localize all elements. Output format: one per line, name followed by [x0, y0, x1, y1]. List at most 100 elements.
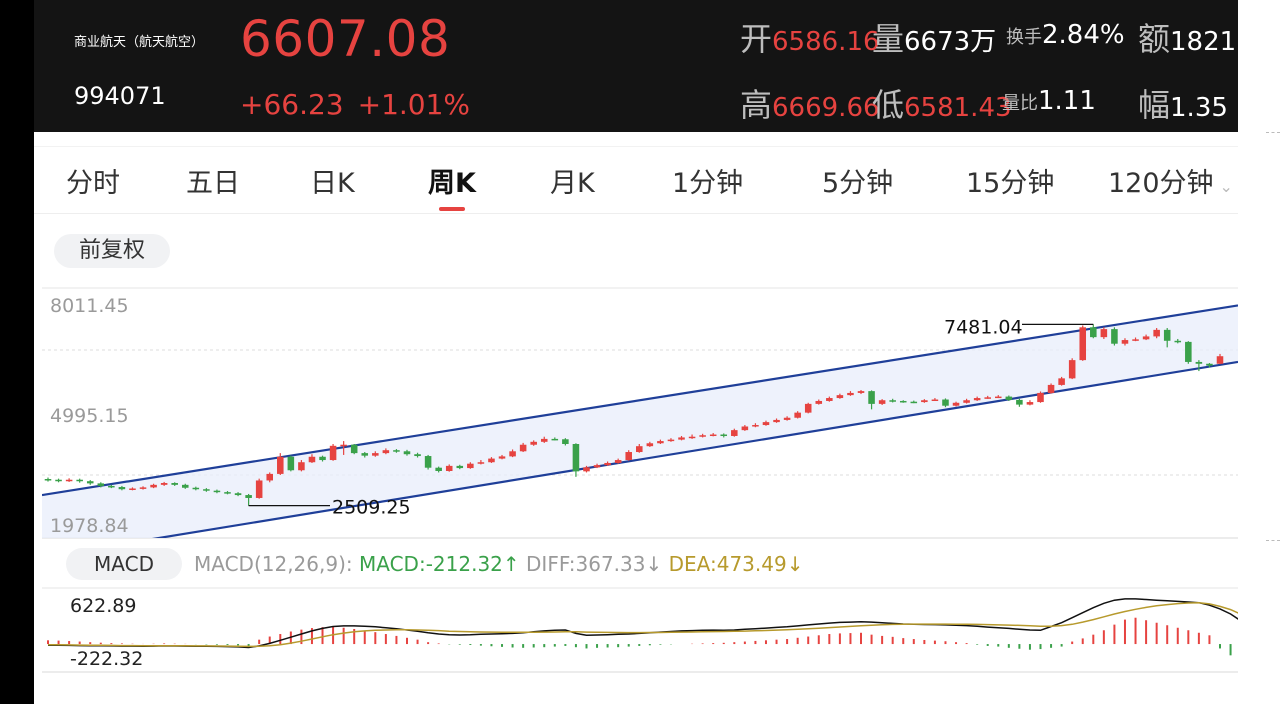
candle-body [1121, 340, 1129, 344]
tab-label: 120分钟 [1108, 168, 1214, 199]
tab-label: 月K [550, 168, 595, 199]
tab-1min[interactable]: 1分钟 [672, 161, 743, 200]
candle-body [519, 444, 527, 452]
price-axis-label: 1978.84 [50, 515, 129, 537]
candle-body [1174, 340, 1182, 343]
candle-body [572, 443, 580, 472]
candle-body [150, 484, 157, 488]
candle-body [952, 402, 960, 406]
candle-body [277, 456, 284, 474]
candle-body [372, 453, 379, 456]
vol-ratio-value: 1.11 [1038, 86, 1096, 116]
price-axis-labels: 8011.45 4995.15 1978.84 [50, 295, 129, 537]
candle-body [678, 437, 685, 440]
tab-weekly-k[interactable]: 周K [428, 161, 476, 211]
candle-body [308, 456, 316, 463]
candle-body [709, 434, 717, 437]
active-tab-indicator [438, 207, 465, 211]
candle-body [657, 441, 664, 444]
tab-120min[interactable]: 120分钟 ⌄ [1108, 161, 1233, 200]
candle-body [118, 487, 126, 490]
candle-body [181, 484, 189, 488]
vol-ratio-label: 量比 [1002, 93, 1038, 114]
candle-body [688, 436, 696, 439]
turnover-label: 换手 [1006, 27, 1042, 48]
channel-line [151, 360, 1238, 538]
amplitude-label: 幅 [1138, 86, 1171, 124]
chevron-down-icon[interactable]: ⌄ [1219, 177, 1233, 196]
candle-body [1111, 329, 1118, 344]
candle-body [1016, 399, 1023, 405]
candle-body [1195, 361, 1203, 364]
candle-body [97, 483, 105, 486]
candle-body [921, 400, 928, 403]
candle-body [857, 391, 865, 393]
stat-amount: 额1821 [1138, 14, 1236, 60]
macd-grid [42, 587, 1238, 673]
tab-daily-k[interactable]: 日K [310, 161, 355, 200]
candle-body [794, 412, 801, 418]
candle-body [266, 473, 274, 481]
candle-body [562, 439, 569, 444]
candle-body [255, 480, 263, 498]
macd-readout: MACD(12,26,9): MACD:-212.32↑ DIFF:367.33… [194, 552, 803, 576]
high-label: 高 [740, 86, 773, 124]
candle-body [361, 453, 369, 456]
high-value: 6669.66 [772, 93, 880, 123]
candle-body [910, 401, 918, 404]
candle-body [625, 452, 632, 461]
change-value: +66.23 [240, 88, 344, 121]
adjust-button[interactable]: 前复权 [54, 234, 170, 268]
candle-body [488, 458, 495, 463]
candle-body [129, 488, 136, 490]
tab-5min[interactable]: 5分钟 [822, 161, 893, 200]
stat-amplitude: 幅1.35 [1138, 80, 1228, 126]
stat-open: 开6586.16 [740, 14, 880, 60]
tab-monthly-k[interactable]: 月K [550, 161, 595, 200]
candle-body [1058, 378, 1065, 385]
candle-body [530, 441, 537, 445]
candle-body [1142, 336, 1150, 340]
tab-15min[interactable]: 15分钟 [966, 161, 1054, 200]
candle-body [382, 450, 390, 454]
macd-axis-labels: 622.89 -222.32 [70, 595, 143, 670]
tab-label: 分时 [66, 168, 120, 199]
macd-axis-label: 622.89 [70, 595, 136, 617]
candle-body [329, 445, 337, 461]
candle-body [319, 456, 326, 461]
tab-five-day[interactable]: 五日 [186, 161, 240, 200]
candle-body [86, 481, 94, 484]
candle-body [1100, 329, 1108, 338]
candle-body [287, 456, 295, 471]
macd-params: MACD(12,26,9): [194, 552, 353, 576]
candle-body [65, 479, 73, 482]
candle-body [868, 391, 875, 404]
candle-body [720, 434, 728, 437]
tab-intraday[interactable]: 分时 [66, 161, 120, 200]
macd-indicator-button[interactable]: MACD [66, 548, 182, 580]
candle-body [783, 417, 791, 420]
candle-body [984, 397, 991, 399]
candle-body [540, 438, 548, 442]
macd-value: MACD:-212.32↑ [359, 552, 520, 576]
candle-body [213, 490, 221, 493]
diff-line [48, 598, 1238, 649]
candlestick-chart: 8011.45 4995.15 1978.84 7481.04 2509.25 622… [42, 287, 1238, 673]
amount-label: 额 [1138, 20, 1171, 58]
candle-body [393, 450, 400, 452]
period-tabs: 分时 五日 日K 周K 月K 1分钟 5分钟 15分钟 120分钟 ⌄ [34, 146, 1238, 214]
candle-body [456, 465, 464, 469]
candle-body [435, 467, 442, 471]
candle-body [171, 483, 178, 485]
candle-body [583, 467, 590, 472]
last-price: 6607.08 [240, 10, 451, 68]
gutter-tick [1266, 132, 1280, 133]
channel-line [42, 304, 1238, 497]
stat-low: 低6581.43 [872, 80, 1012, 126]
index-name: 商业航天（航天航空） [74, 35, 205, 50]
candle-body [994, 396, 1002, 399]
open-label: 开 [740, 20, 773, 58]
candle-body [350, 444, 358, 454]
channel-fill [42, 305, 1238, 538]
stat-volume: 量6673万 [872, 14, 996, 60]
